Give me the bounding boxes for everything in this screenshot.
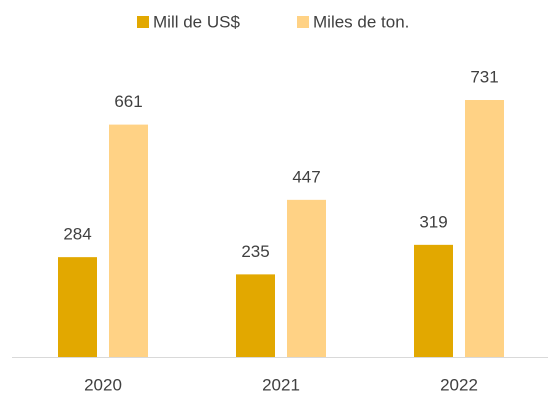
legend-swatch: [137, 16, 149, 28]
value-label: 731: [470, 67, 498, 86]
value-label: 284: [63, 225, 91, 244]
legend-label: Miles de ton.: [313, 12, 409, 31]
bar: [109, 124, 148, 357]
x-tick-label: 2022: [440, 375, 478, 394]
x-tick-label: 2020: [84, 375, 122, 394]
legend-swatch: [297, 16, 309, 28]
value-label: 319: [419, 212, 447, 231]
bar: [236, 274, 275, 357]
bar: [465, 100, 504, 357]
value-label: 661: [114, 92, 142, 111]
bar: [414, 244, 453, 357]
x-tick-label: 2021: [262, 375, 300, 394]
legend-label: Mill de US$: [153, 12, 240, 31]
bar: [287, 199, 326, 357]
value-label: 447: [292, 167, 320, 186]
value-label: 235: [241, 242, 269, 261]
bar: [58, 257, 97, 357]
